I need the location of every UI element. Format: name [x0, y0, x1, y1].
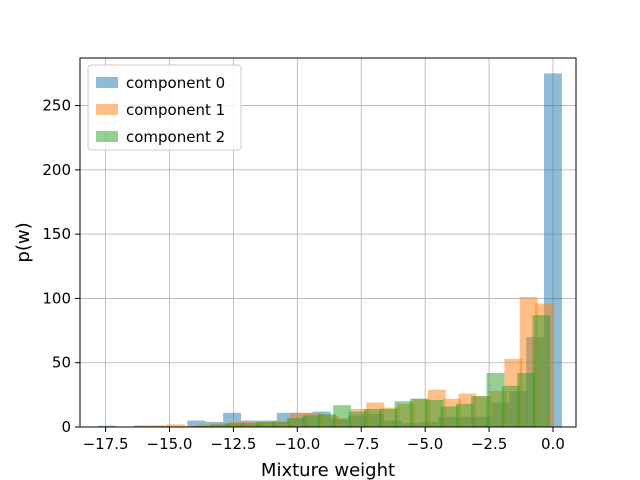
bar-series-2-11: [363, 409, 382, 427]
series-2: [195, 315, 551, 427]
bar-series-2-15: [425, 400, 444, 427]
bar-series-2-1: [210, 424, 229, 427]
grid-lines: [80, 58, 576, 428]
bar-series-0-5: [187, 420, 206, 427]
y-axis: 0 50 100 150 200 250: [42, 97, 80, 436]
y-tick-label-3: 150: [42, 225, 71, 243]
legend-swatch-0: [96, 77, 118, 88]
legend-swatch-2: [96, 131, 118, 142]
x-tick-label-1: −15.0: [147, 435, 193, 453]
y-tick-label-4: 200: [42, 161, 71, 179]
bar-series-1-2: [166, 424, 185, 427]
x-tick-label-6: −2.5: [471, 435, 507, 453]
legend-swatch-1: [96, 104, 118, 115]
bar-series-0-0: [97, 425, 116, 427]
x-tick-label-3: −10.0: [274, 435, 320, 453]
bar-series-2-12: [379, 409, 398, 427]
legend-label-1: component 1: [126, 101, 225, 119]
bar-series-2-21: [517, 373, 536, 427]
y-tick-label-1: 50: [52, 354, 71, 372]
bar-series-2-20: [501, 385, 520, 427]
bar-series-2-14: [409, 398, 428, 427]
y-axis-label: p(w): [13, 222, 34, 262]
bar-series-2-6: [287, 418, 305, 427]
bar-series-2-2: [225, 423, 244, 427]
y-tick-label-2: 100: [42, 289, 71, 307]
bar-series-2-8: [317, 414, 336, 427]
bar-series-2-3: [241, 423, 259, 427]
legend-label-0: component 0: [126, 74, 225, 92]
x-tick-label-7: 0.0: [541, 435, 565, 453]
bar-series-1-3: [182, 425, 201, 427]
bar-series-1-1: [151, 425, 170, 427]
x-tick-label-4: −7.5: [343, 435, 379, 453]
legend-label-2: component 2: [126, 128, 225, 146]
legend-box: [87, 64, 242, 151]
bar-series-2-19: [486, 373, 505, 427]
bar-series-2-4: [256, 421, 275, 427]
y-tick-label-5: 250: [42, 97, 71, 115]
bar-series-2-10: [348, 411, 367, 427]
x-axis-label: Mixture weight: [261, 460, 395, 480]
bar-series-2-7: [302, 415, 321, 427]
y-tick-label-0: 0: [61, 418, 71, 436]
bar-series-1-0: [133, 425, 152, 427]
bar-series-2-13: [394, 401, 413, 427]
histogram-bars: [97, 73, 562, 427]
x-tick-label-5: −5.0: [407, 435, 443, 453]
bar-series-2-5: [271, 421, 290, 427]
plot-frame: [79, 57, 577, 428]
x-tick-label-2: −12.5: [210, 435, 256, 453]
bar-series-2-18: [471, 396, 490, 427]
bar-series-2-22: [532, 315, 551, 427]
x-axis: −17.5 −15.0 −12.5 −10.0 −7.5 −5.0 −2.5 0.0: [83, 427, 565, 453]
bar-series-2-17: [455, 403, 474, 427]
bar-series-2-9: [333, 405, 352, 427]
legend: component 0 component 1 component 2: [87, 64, 242, 151]
x-tick-label-0: −17.5: [83, 435, 129, 453]
bar-series-2-16: [440, 406, 459, 427]
bar-series-2-0: [195, 425, 213, 427]
